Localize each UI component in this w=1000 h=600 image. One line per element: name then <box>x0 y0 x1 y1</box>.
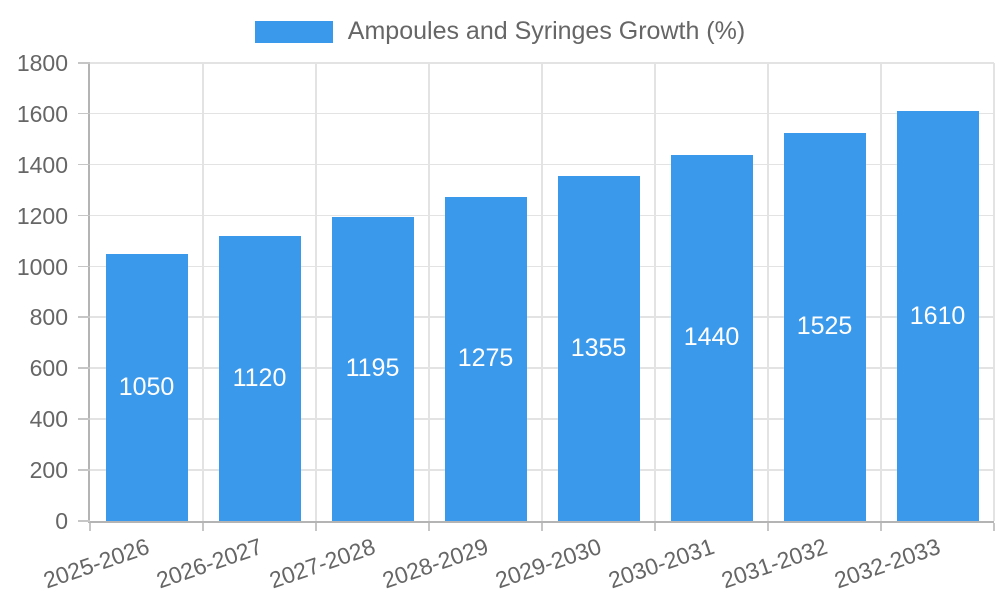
x-axis-label: 2027-2028 <box>265 533 378 594</box>
bar-value-label: 1195 <box>345 354 400 383</box>
chart-legend[interactable]: Ampoules and Syringes Growth (%) <box>0 17 1000 46</box>
bar-value-label: 1120 <box>232 364 287 392</box>
x-axis-label: 2028-2029 <box>378 533 491 594</box>
legend-swatch <box>254 20 333 43</box>
y-axis-label: 400 <box>29 406 68 433</box>
y-axis-tick <box>78 265 90 268</box>
x-axis-tick <box>993 523 995 531</box>
y-axis-tick <box>78 469 90 471</box>
bar-2027-2028[interactable]: 1195 <box>331 216 414 521</box>
x-axis-tick <box>767 523 769 531</box>
bar-2025-2026[interactable]: 1050 <box>105 253 188 521</box>
y-axis-tick <box>78 316 90 318</box>
y-axis-tick <box>78 62 90 64</box>
plot-area: 0 200 400 600 800 1000 1200 1400 1600 1800 1050 202… <box>17 50 995 593</box>
y-axis-tick <box>78 163 90 166</box>
x-axis-label: 2032-2033 <box>830 533 943 594</box>
x-axis-tick <box>654 523 656 531</box>
bar-2026-2027[interactable]: 1120 <box>218 236 301 521</box>
x-axis-tick <box>541 523 543 531</box>
x-axis-tick <box>89 523 91 531</box>
y-axis-tick <box>78 367 90 369</box>
y-axis-tick <box>78 418 90 420</box>
bar-value-label: 1355 <box>570 334 627 363</box>
bar-2032-2033[interactable]: 1610 <box>896 111 979 521</box>
x-axis-tick <box>315 523 317 531</box>
y-axis-label: 1200 <box>16 202 68 229</box>
gridline-vertical <box>202 63 204 521</box>
bar-value-label: 1440 <box>683 323 740 352</box>
x-axis-label: 2031-2032 <box>717 533 830 594</box>
y-axis-tick <box>78 112 90 115</box>
gridline-vertical <box>767 63 769 521</box>
x-axis-tick <box>880 523 882 531</box>
x-axis-label: 2026-2027 <box>152 533 265 594</box>
x-axis-label: 2030-2031 <box>604 533 717 594</box>
gridline-vertical <box>880 63 882 521</box>
bar-value-label: 1050 <box>118 372 175 401</box>
x-axis-label: 2029-2030 <box>491 533 604 594</box>
gridline-vertical <box>315 63 317 521</box>
y-axis-label: 200 <box>29 457 68 484</box>
bar-2029-2030[interactable]: 1355 <box>557 176 640 521</box>
bar-2028-2029[interactable]: 1275 <box>444 196 527 521</box>
gridline-vertical <box>993 63 995 521</box>
bar-value-label: 1610 <box>909 301 966 330</box>
bar-value-label: 1525 <box>796 312 853 341</box>
gridline-horizontal <box>90 62 994 64</box>
legend-label: Ampoules and Syringes Growth (%) <box>347 17 746 45</box>
gridline-vertical <box>654 63 656 521</box>
y-axis-label: 1800 <box>16 50 68 76</box>
y-axis-label: 1600 <box>16 100 68 127</box>
y-axis-tick <box>78 520 90 522</box>
y-axis-label: 0 <box>55 508 68 534</box>
x-axis-tick <box>428 523 430 531</box>
y-axis-label: 600 <box>29 355 68 382</box>
y-axis-label: 1000 <box>16 253 68 280</box>
bar-2030-2031[interactable]: 1440 <box>670 154 753 521</box>
x-axis-tick <box>202 523 204 531</box>
y-axis-tick <box>78 214 90 217</box>
gridline-vertical <box>428 63 430 521</box>
bar-2031-2032[interactable]: 1525 <box>783 132 866 521</box>
y-axis-label: 1400 <box>16 151 68 178</box>
y-axis-label: 800 <box>29 304 68 331</box>
gridline-vertical <box>541 63 543 521</box>
bar-value-label: 1275 <box>457 344 514 373</box>
x-axis-label: 2025-2026 <box>39 533 152 594</box>
